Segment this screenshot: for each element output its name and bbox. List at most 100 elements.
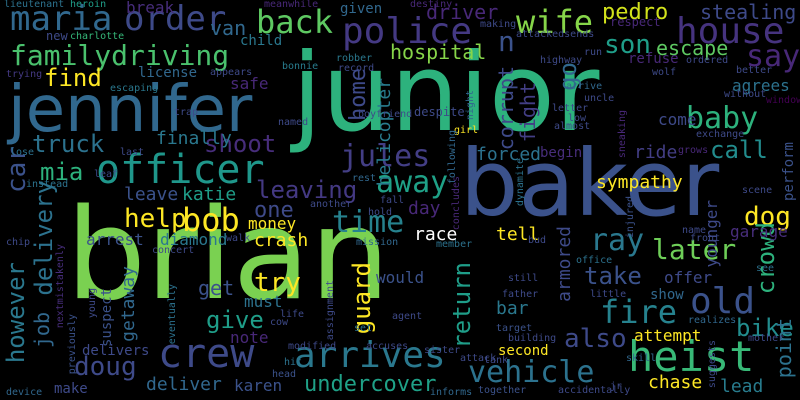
word-offer: offer — [664, 268, 713, 287]
word-wife: wife — [516, 3, 594, 41]
word-get: get — [198, 276, 235, 300]
word-second: second — [498, 343, 549, 359]
word-boyfriend: boyfriend — [358, 109, 413, 120]
word-call: call — [710, 136, 768, 164]
word-exchange: exchange — [696, 129, 745, 140]
word-back: back — [256, 3, 334, 41]
word-chase: chase — [648, 372, 703, 393]
word-job: job — [30, 312, 54, 349]
word-son: son — [604, 30, 651, 60]
word-must: must — [244, 292, 283, 311]
word-show: show — [650, 287, 684, 303]
word-member: member — [436, 239, 473, 250]
word-heroin: heroin — [70, 0, 107, 10]
word-father: father — [502, 289, 539, 300]
word-hospital: hospital — [390, 40, 487, 64]
word-tank: tank — [484, 355, 509, 366]
word-however: however — [2, 262, 30, 364]
word-baker: baker — [460, 130, 720, 237]
word-come: come — [658, 110, 697, 129]
word-take: take — [584, 262, 642, 290]
word-attackedsends: attackedsends — [516, 29, 595, 40]
word-familydriving: familydriving — [10, 39, 230, 72]
word-make: make — [54, 381, 88, 397]
word-skill: skill — [626, 353, 657, 364]
word-undercover: undercover — [304, 372, 437, 397]
word-point: point — [772, 318, 796, 379]
word-lead: lead — [720, 376, 764, 397]
word-night: night — [465, 90, 476, 121]
word-building: building — [508, 333, 557, 344]
word-bob: bob — [182, 201, 240, 239]
word-delivery: delivery — [30, 180, 58, 296]
word-fire: fire — [600, 293, 678, 331]
word-fight: fight — [516, 82, 540, 143]
word-pedro: pedro — [602, 0, 669, 25]
word-katie: katie — [182, 184, 237, 205]
word-sister: sister — [424, 345, 461, 356]
word-vehicle: vehicle — [468, 355, 595, 390]
word-doug: doug — [74, 352, 137, 382]
word-hold: hold — [368, 207, 393, 218]
word-escaping: escaping — [110, 83, 159, 94]
word-mother: mother — [748, 333, 785, 344]
word-armored: armored — [554, 226, 575, 302]
word-garage: garage — [730, 222, 788, 241]
word-attempt: attempt — [634, 326, 702, 345]
word-ray: ray — [590, 223, 645, 258]
word-almost: almost — [554, 121, 591, 132]
word-record: record — [338, 63, 375, 74]
word-bonnie: bonnie — [282, 61, 319, 72]
word-dog: dog — [744, 202, 791, 232]
word-say: say — [746, 39, 800, 74]
word-break: break — [126, 0, 175, 17]
word-accidentally: accidentally — [558, 385, 631, 396]
word-girl: girl — [454, 125, 479, 136]
word-little: little — [590, 289, 627, 300]
word-crew: crew — [158, 331, 255, 377]
word-previously: previously — [67, 314, 78, 375]
word-young: young — [87, 288, 98, 319]
word-return: return — [448, 262, 476, 349]
word-baby: baby — [686, 101, 759, 136]
word-office: office — [576, 255, 613, 266]
word-truck: truck — [32, 130, 105, 158]
word-corrupt: corrupt — [494, 66, 518, 151]
word-officer: officer — [96, 147, 265, 193]
word-junior: junior — [292, 31, 600, 156]
word-leave: leave — [124, 184, 179, 205]
word-chip: chip — [6, 237, 31, 248]
word-hit: hit — [284, 357, 303, 368]
word-uncle: uncle — [584, 93, 615, 104]
word-also: also — [564, 324, 627, 354]
word-named: named — [278, 117, 309, 128]
word-low: low — [568, 113, 587, 124]
word-set: set — [354, 323, 373, 334]
word-find: find — [44, 64, 102, 92]
word-appears: appears — [210, 67, 253, 78]
word-sneaking: sneaking — [617, 110, 628, 159]
word-head: head — [272, 369, 297, 380]
word-charlotte: charlotte — [70, 31, 125, 42]
word-suspect: suspect — [99, 288, 115, 348]
word-destiny: destiny — [410, 0, 453, 10]
word-walk: walk — [226, 233, 251, 244]
word-leaving: leaving — [256, 176, 358, 204]
word-nextmistakenly: nextmistakenly — [55, 244, 66, 329]
word-letter: letter — [552, 103, 589, 114]
word-better: better — [736, 65, 773, 76]
word-agrees: agrees — [732, 76, 790, 95]
word-stealing: stealing — [700, 0, 797, 24]
word-finally: finally — [156, 128, 232, 149]
word-mission: mission — [356, 237, 399, 248]
word-window: window — [766, 95, 800, 106]
word-eventually: eventually — [167, 284, 178, 345]
word-safe: safe — [230, 74, 269, 93]
word-meanwhile: meanwhile — [264, 0, 319, 10]
word-time: time — [332, 205, 405, 240]
word-assignment: assignment — [325, 280, 336, 341]
word-driver: driver — [426, 0, 499, 24]
word-suggests: suggests — [707, 340, 718, 389]
word-sympathy: sympathy — [596, 172, 683, 193]
